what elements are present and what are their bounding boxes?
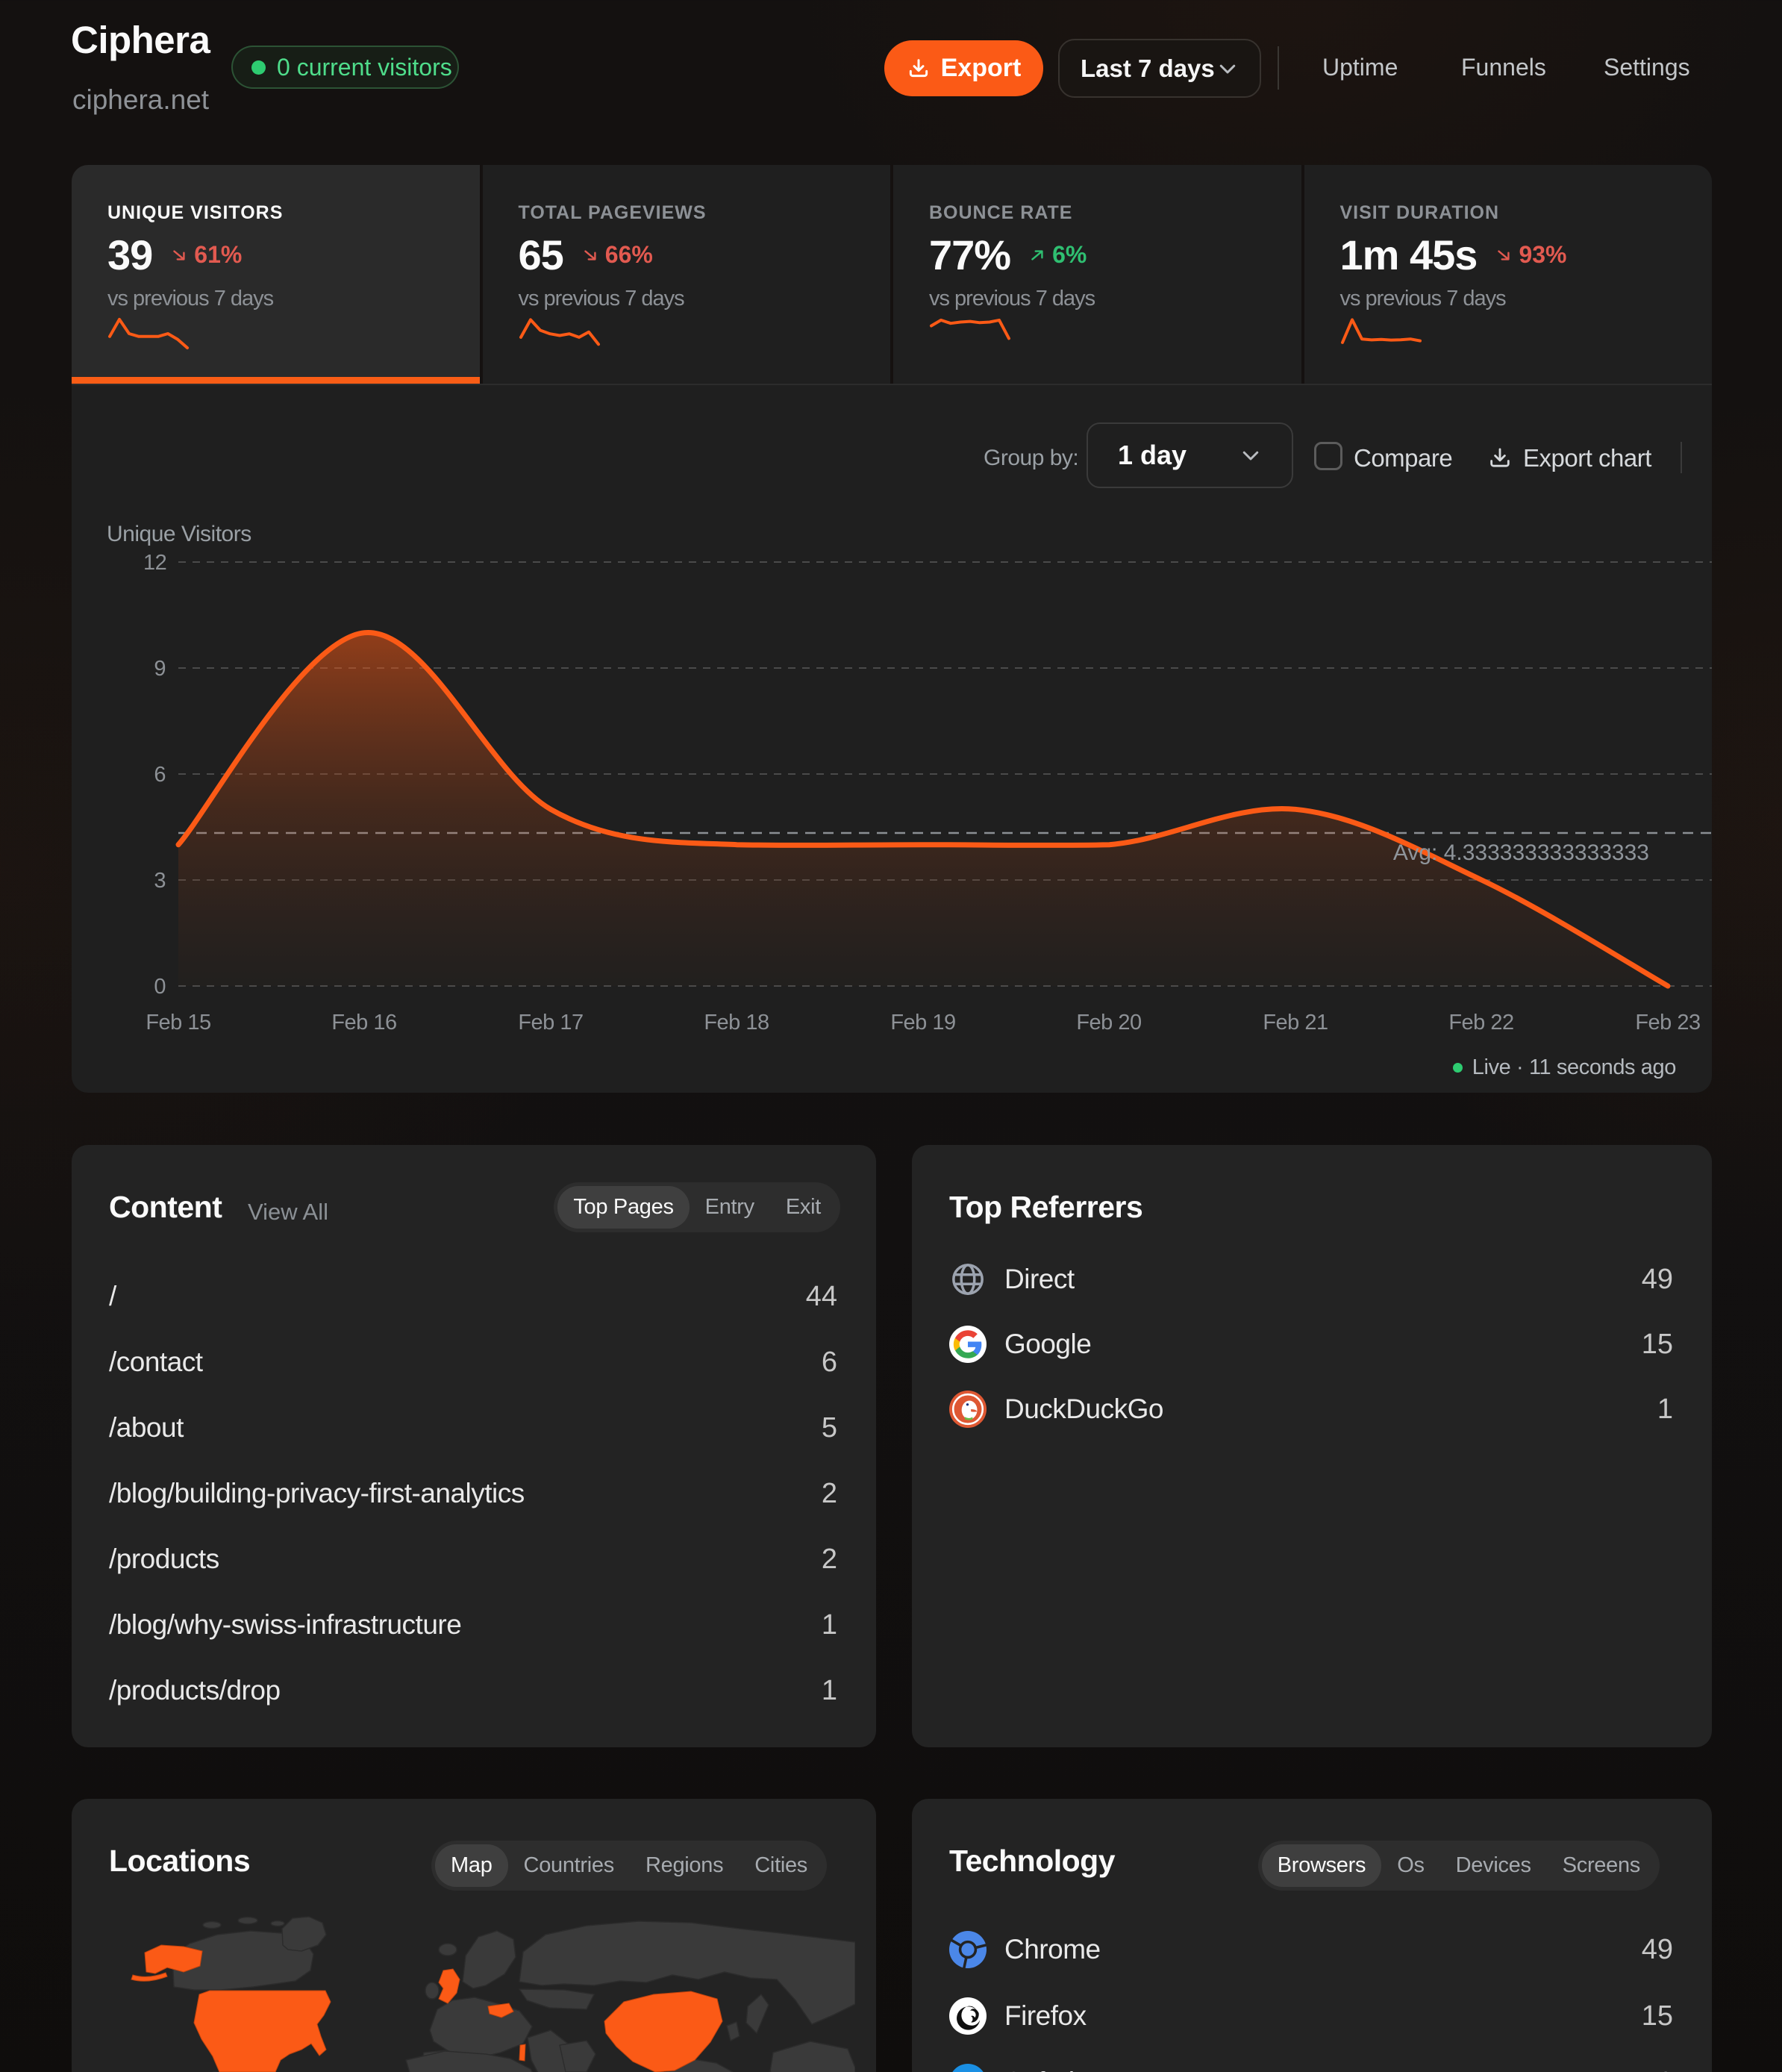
svg-text:Avg: 4.333333333333333: Avg: 4.333333333333333 xyxy=(1393,840,1649,865)
